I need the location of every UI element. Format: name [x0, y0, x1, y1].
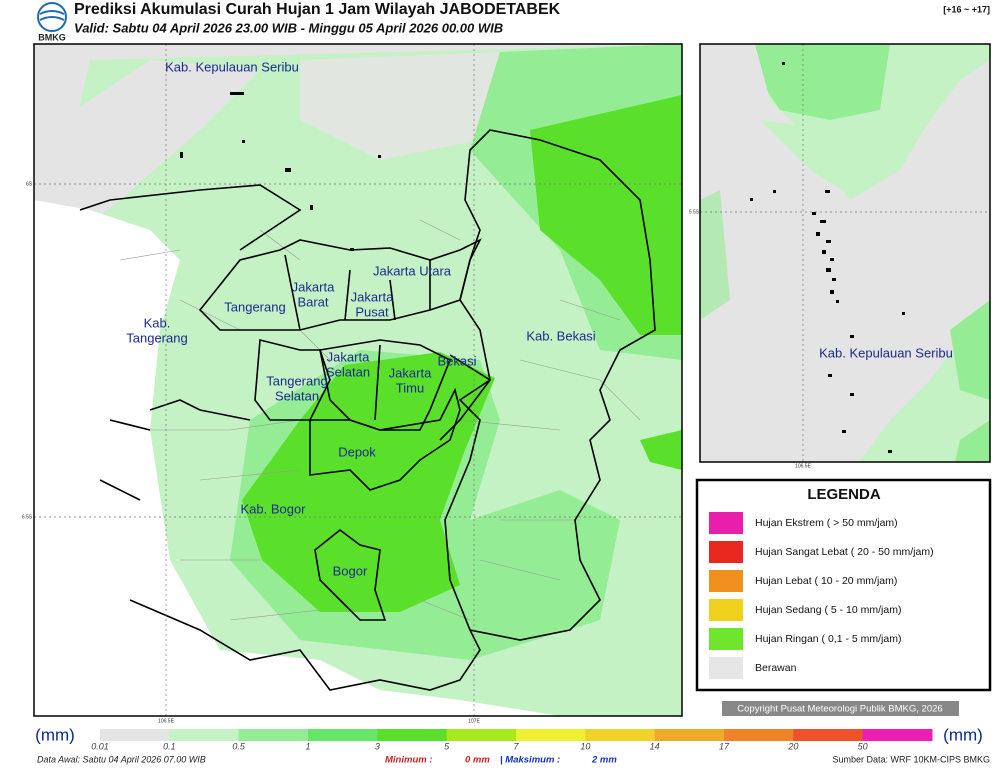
maximum: 2 mm [591, 755, 617, 766]
valid-period: Valid: Sabtu 04 April 2026 23.00 WIB - M… [74, 20, 503, 35]
region-label: Tangerang [266, 373, 327, 388]
colorbar-tick: 20 [787, 741, 798, 751]
colorbar-tick: 17 [719, 741, 730, 751]
region-label: Tangerang [126, 330, 187, 345]
maximum-label: | Maksimum : [500, 755, 560, 766]
region-label: Jakarta [327, 349, 370, 364]
colorbar-segment [169, 729, 240, 741]
region-label: Selatan [275, 388, 319, 403]
region-label: Selatan [326, 364, 370, 379]
legend: LEGENDA Hujan Ekstrem ( > 50 mm/jam) Huja… [695, 478, 992, 692]
colorbar-tick: 14 [650, 741, 660, 751]
region-label: Bekasi [437, 353, 476, 368]
legend-swatch [709, 541, 743, 563]
minimum-label: Minimum : [385, 755, 433, 766]
colorbar-segment [585, 729, 656, 741]
legend-label: Hujan Sangat Lebat ( 20 - 50 mm/jam) [755, 546, 934, 558]
colorbar-segment [377, 729, 448, 741]
inset-label: Kab. Kepulauan Seribu [819, 345, 953, 360]
legend-label: Berawan [755, 662, 797, 674]
region-label: Jakarta [292, 279, 335, 294]
colorbar-tick: 7 [513, 741, 519, 751]
unit: (mm) [35, 725, 75, 744]
logo-text: BMKG [38, 32, 66, 42]
minimum: 0 mm [465, 755, 490, 766]
logo: BMKG [37, 2, 67, 42]
region-label: Pusat [355, 304, 389, 319]
region-label: Jakarta Utara [373, 263, 452, 278]
legend-title: LEGENDA [807, 486, 881, 503]
colorbar-segment [516, 729, 586, 741]
colorbar-tick: 0.1 [163, 741, 176, 751]
legend-swatch [709, 657, 743, 679]
region-label: Tangerang [224, 299, 285, 314]
colorbar-tick: 3 [375, 741, 380, 751]
copyright-box [722, 701, 959, 716]
colorbar-tick: 10 [580, 741, 590, 751]
legend-swatch [709, 599, 743, 621]
lat-label: 6.5S [22, 514, 33, 520]
main-map: Kab. Kepulauan Seribu Jakarta Utara Jakart… [22, 43, 683, 724]
source: Sumber Data: WRF 10KM-CIPS BMKG [832, 754, 990, 764]
range: [+16 ~ +17] [943, 4, 990, 14]
colorbar-tick: 50 [858, 741, 868, 751]
lon-label: 106.5E [795, 463, 812, 469]
colorbar-segment [446, 729, 517, 741]
lat-label: 5.5S [689, 209, 700, 215]
region-label: Jakarta [351, 289, 394, 304]
colorbar-segment [100, 729, 170, 741]
region-label: Timu [396, 380, 424, 395]
legend-label: Hujan Ekstrem ( > 50 mm/jam) [755, 517, 898, 529]
legend-swatch [709, 570, 743, 592]
lon-label: 107E [468, 718, 480, 724]
colorbar-tick: 1 [305, 741, 310, 751]
region-label: Kab. Bogor [240, 501, 306, 516]
region-label: Kab. Bekasi [526, 328, 595, 343]
colorbar-segment [654, 729, 725, 741]
colorbar-segment [862, 729, 933, 741]
region-label: Bogor [333, 563, 368, 578]
title: Prediksi Akumulasi Curah Hujan 1 Jam Wil… [74, 1, 561, 18]
legend-label: Hujan Ringan ( 0,1 - 5 mm/jam) [755, 633, 901, 645]
region-label: Jakarta [389, 365, 432, 380]
colorbar-segment [308, 729, 378, 741]
colorbar-segment [238, 729, 309, 741]
colorbar-tick: 0.01 [91, 741, 109, 751]
legend-label: Hujan Lebat ( 10 - 20 mm/jam) [755, 575, 897, 587]
region-label: Kab. Kepulauan Seribu [165, 59, 299, 74]
lat-label: 6S [26, 181, 33, 187]
copyright: Copyright Pusat Meteorologi Publik BMKG,… [737, 704, 942, 715]
region-label: Depok [338, 444, 376, 459]
inset-map: Kab. Kepulauan Seribu 5.5S 106.5E [689, 43, 991, 469]
region-label: Kab. [144, 315, 171, 330]
colorbar-segment [793, 729, 864, 741]
lon-label: 106.5E [158, 718, 175, 724]
colorbar-tick: 0.5 [232, 741, 246, 751]
colorbar: (mm) (mm) 0.01 0.1 0.5 1 3 5 7 10 14 17 20 50 [35, 725, 983, 751]
legend-swatch [709, 512, 743, 534]
region-label: Barat [297, 294, 328, 309]
data-awal: Data Awal: Sabtu 04 April 2026 07.00 WIB [37, 754, 206, 764]
legend-label: Hujan Sedang ( 5 - 10 mm/jam) [755, 604, 901, 616]
unit: (mm) [943, 725, 983, 744]
legend-swatch [709, 628, 743, 650]
colorbar-segment [724, 729, 794, 741]
colorbar-tick: 5 [444, 741, 450, 751]
